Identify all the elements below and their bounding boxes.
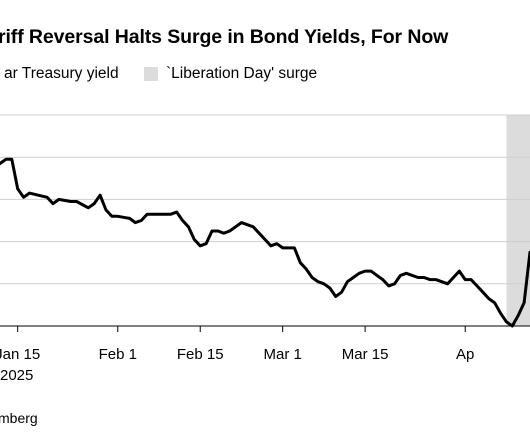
x-tick-label-1: Feb 1	[99, 346, 137, 363]
x-tick-label-5: Ap	[456, 346, 474, 363]
x-tick-label-0: Jan 15	[0, 346, 40, 363]
shaded-band	[506, 115, 530, 326]
x-tick-label-2: Feb 15	[177, 346, 224, 363]
series-line-0	[0, 157, 530, 328]
legend-label-series: ar Treasury yield	[4, 65, 119, 82]
source-note: mberg	[0, 410, 38, 426]
chart-title: riff Reversal Halts Surge in Bond Yields…	[0, 26, 449, 48]
x-axis-year-label: 2025	[0, 367, 34, 384]
x-tick-label-4: Mar 15	[342, 346, 389, 363]
legend-label-band: `Liberation Day' surge	[166, 65, 318, 82]
legend-item-series: ar Treasury yield	[0, 65, 119, 83]
x-tick-label-3: Mar 1	[263, 346, 301, 363]
legend-item-band: `Liberation Day' surge	[144, 65, 317, 83]
legend-band-swatch	[144, 67, 158, 81]
